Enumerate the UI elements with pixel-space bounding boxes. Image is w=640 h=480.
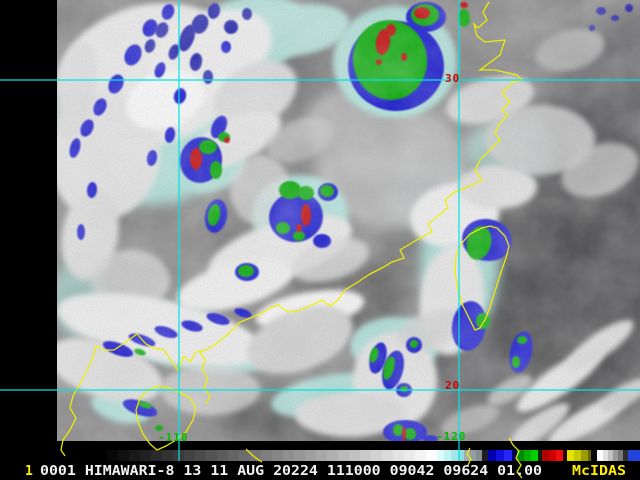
color-bar-segment xyxy=(206,450,218,461)
color-bar-segment xyxy=(444,450,451,461)
color-bar-segment xyxy=(393,450,405,461)
color-bar-segment xyxy=(129,450,141,461)
coastline-taiwan-island xyxy=(454,225,510,331)
color-bar-segment xyxy=(563,450,567,461)
color-bar-segment xyxy=(327,450,339,461)
color-bar-segment xyxy=(239,450,251,461)
lon-label-110: -110 xyxy=(158,431,189,444)
color-bar-segment xyxy=(608,450,613,461)
color-bar-segment xyxy=(349,450,361,461)
enhancement-color-bar xyxy=(107,450,640,461)
color-bar-segment xyxy=(140,450,152,461)
coastline-overlay xyxy=(60,1,524,479)
color-bar-segment xyxy=(613,450,618,461)
color-bar-segment xyxy=(184,450,196,461)
lat-label-30: 30 xyxy=(445,72,460,85)
color-bar-segment xyxy=(567,450,574,461)
color-bar-segment xyxy=(597,450,603,461)
color-bar-segment xyxy=(437,450,444,461)
color-bar-segment xyxy=(426,450,438,461)
color-bar-segment xyxy=(151,450,163,461)
image-grain-texture xyxy=(57,0,640,441)
color-bar-segment xyxy=(404,450,416,461)
color-bar-segment xyxy=(415,450,427,461)
color-bar-segment xyxy=(464,450,470,461)
color-bar-segment xyxy=(588,450,591,461)
color-bar-segment xyxy=(482,450,488,461)
color-bar-segment xyxy=(628,450,640,461)
color-bar-segment xyxy=(524,450,531,461)
color-bar-segment xyxy=(556,450,563,461)
color-bar-segment xyxy=(107,450,119,461)
color-bar-segment xyxy=(371,450,383,461)
color-bar-segment xyxy=(476,450,482,461)
satellite-image[interactable] xyxy=(39,0,640,454)
color-bar-segment xyxy=(217,450,229,461)
latlon-grid xyxy=(0,0,640,461)
color-bar-segment xyxy=(542,450,549,461)
color-bar-segment xyxy=(591,450,597,461)
mcidas-brand: McIDAS xyxy=(572,464,626,479)
color-bar-segment xyxy=(549,450,556,461)
color-bar-segment xyxy=(118,450,130,461)
color-bar-segment xyxy=(162,450,174,461)
color-bar-segment xyxy=(272,450,284,461)
color-bar-segment xyxy=(538,450,542,461)
color-bar-segment xyxy=(451,450,458,461)
color-bar-segment xyxy=(283,450,295,461)
color-bar-segment xyxy=(574,450,581,461)
color-bar-segment xyxy=(581,450,588,461)
color-bar-segment xyxy=(618,450,623,461)
status-bar: 1 0001 HIMAWARI-8 13 11 AUG 20224 111000… xyxy=(25,464,626,479)
coastline-fragment-gulf xyxy=(466,447,472,466)
color-bar-segment xyxy=(338,450,350,461)
coastline-leizhou-peninsula xyxy=(199,351,211,405)
coastline-china-vietnam xyxy=(60,1,524,457)
color-bar-segment xyxy=(458,450,464,461)
color-bar-segment xyxy=(261,450,273,461)
color-bar-segment xyxy=(228,450,240,461)
coastline-hainan-island xyxy=(135,385,197,451)
frame-number: 1 xyxy=(25,464,33,479)
color-bar-segment xyxy=(504,450,512,461)
color-bar-segment xyxy=(470,450,476,461)
color-bar-segment xyxy=(250,450,262,461)
color-bar-segment xyxy=(195,450,207,461)
color-bar-segment xyxy=(305,450,317,461)
lat-label-20: 20 xyxy=(445,379,460,392)
coastline-fragment-south xyxy=(245,448,263,463)
color-bar-segment xyxy=(531,450,538,461)
color-bar-segment xyxy=(488,450,496,461)
color-bar-segment xyxy=(496,450,504,461)
coastline-luzon xyxy=(508,437,523,479)
color-bar-segment xyxy=(382,450,394,461)
lon-label-120: -120 xyxy=(436,430,467,443)
color-bar-segment xyxy=(623,450,628,461)
color-bar-segment xyxy=(294,450,306,461)
color-bar-segment xyxy=(512,450,517,461)
image-info-text: 0001 HIMAWARI-8 13 11 AUG 20224 111000 0… xyxy=(40,464,542,479)
color-bar-segment xyxy=(360,450,372,461)
color-bar-segment xyxy=(603,450,608,461)
color-bar-segment xyxy=(517,450,524,461)
color-bar-segment xyxy=(316,450,328,461)
